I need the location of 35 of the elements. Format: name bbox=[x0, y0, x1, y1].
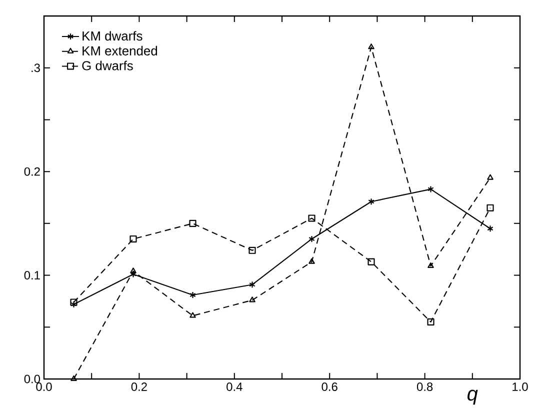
x-tick-label: 0.8 bbox=[416, 382, 433, 391]
point bbox=[130, 235, 137, 243]
point bbox=[190, 291, 196, 299]
y-tick-label: 0.2 bbox=[24, 167, 40, 176]
x-tick-label: 0.4 bbox=[226, 382, 242, 391]
legend-label: KM extended bbox=[82, 46, 158, 56]
point bbox=[428, 186, 434, 193]
x-tick-label: 0.6 bbox=[322, 382, 338, 391]
legend-label: KM dwarfs bbox=[82, 31, 142, 41]
point bbox=[427, 318, 434, 326]
y-tick-label: .3 bbox=[32, 64, 40, 72]
point bbox=[368, 258, 375, 266]
x-axis-title: q bbox=[468, 390, 478, 405]
point bbox=[486, 204, 494, 212]
y-tick-label: 0.0 bbox=[24, 374, 40, 384]
point bbox=[248, 246, 256, 254]
point bbox=[487, 174, 494, 180]
x-tick-label: 0.2 bbox=[131, 382, 147, 391]
y-tick-label: 0.1 bbox=[24, 271, 40, 280]
point bbox=[130, 270, 136, 278]
point bbox=[368, 198, 374, 206]
point bbox=[249, 281, 256, 288]
point bbox=[428, 262, 434, 268]
x-tick-label: 1.0 bbox=[512, 382, 528, 391]
point bbox=[308, 214, 316, 222]
legend-label: G dwarfs bbox=[82, 60, 133, 70]
point bbox=[70, 375, 77, 382]
point bbox=[189, 220, 196, 227]
point bbox=[308, 258, 315, 264]
point bbox=[249, 296, 256, 302]
point bbox=[130, 268, 136, 274]
point bbox=[368, 44, 374, 50]
point bbox=[308, 235, 315, 243]
x-tick-label: 0.0 bbox=[36, 382, 52, 391]
point bbox=[190, 312, 196, 318]
